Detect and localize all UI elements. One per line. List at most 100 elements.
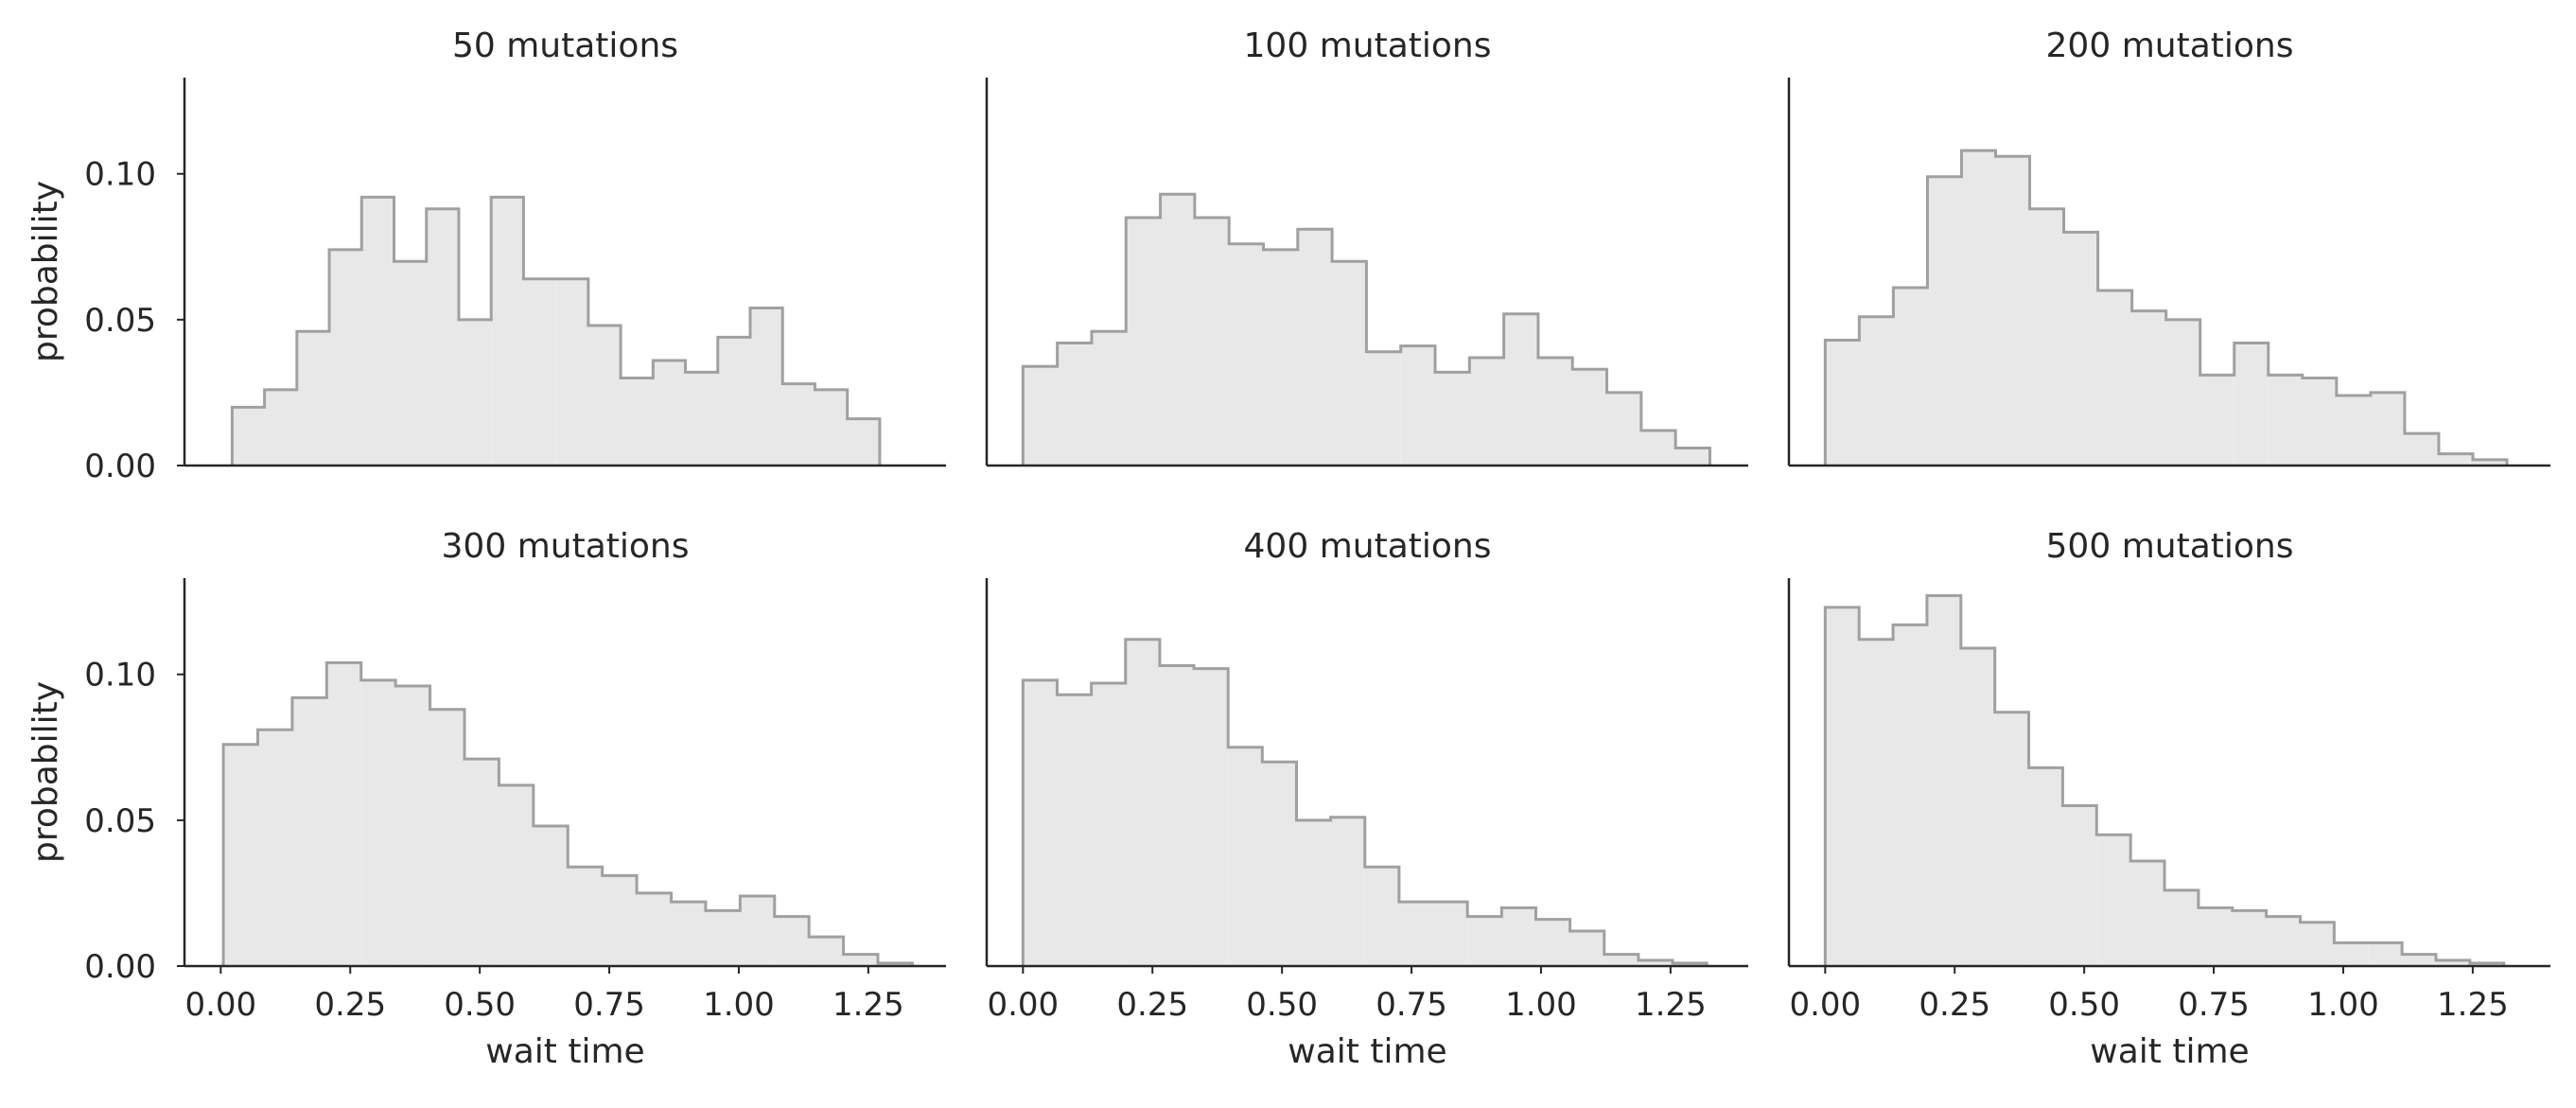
histogram-bar bbox=[2266, 916, 2301, 966]
histogram-bar bbox=[1332, 261, 1367, 466]
histogram-bar bbox=[1572, 369, 1607, 466]
histogram-bar bbox=[2028, 767, 2063, 966]
histogram-bar bbox=[653, 361, 686, 466]
y-tick-label: 0.05 bbox=[84, 802, 156, 840]
x-axis-label: wait time bbox=[485, 1032, 644, 1071]
histogram-bar bbox=[1126, 217, 1161, 466]
histogram-bar bbox=[499, 784, 534, 966]
histogram-bar bbox=[1228, 747, 1263, 966]
panel-5: 400 mutations 0.00 0.25 0.50 0.75 1.00 1.25 wai… bbox=[985, 527, 1748, 1071]
histogram-bar bbox=[2232, 910, 2267, 966]
panel-title: 500 mutations bbox=[2046, 527, 2294, 566]
x-tick-label: 0.25 bbox=[1116, 986, 1188, 1024]
histogram-bar bbox=[671, 902, 706, 966]
histogram-bar bbox=[1503, 313, 1538, 466]
y-tick-label: 0.00 bbox=[84, 948, 156, 986]
histogram-bar bbox=[1927, 176, 1962, 466]
histogram-bar bbox=[2402, 954, 2436, 966]
x-tick-label: 0.50 bbox=[2048, 986, 2120, 1024]
histogram-bar bbox=[2438, 453, 2473, 466]
x-tick-label: 1.25 bbox=[832, 986, 904, 1024]
histogram-bar bbox=[429, 709, 464, 966]
panel-1: 50 mutations 0.00 0.05 0.10 probability bbox=[26, 26, 946, 485]
x-tick-label: 0.00 bbox=[1789, 986, 1861, 1024]
histogram-bar bbox=[523, 278, 556, 466]
histogram-bar bbox=[1229, 243, 1264, 466]
y-axis-label: probability bbox=[26, 681, 65, 863]
histogram-bar bbox=[1263, 249, 1298, 466]
x-tick-label: 0.75 bbox=[1376, 986, 1447, 1024]
histogram-bar bbox=[1330, 817, 1365, 966]
histogram-bar bbox=[1501, 907, 1536, 966]
histogram-bar bbox=[1297, 229, 1333, 466]
y-tick-label: 0.10 bbox=[84, 657, 156, 695]
histogram-step-outline bbox=[230, 195, 882, 466]
histogram-bar bbox=[1640, 431, 1676, 466]
x-tick-label: 1.25 bbox=[2437, 986, 2509, 1024]
histogram-bar bbox=[1535, 919, 1570, 966]
histogram-bar bbox=[2336, 396, 2371, 466]
histogram-bar bbox=[637, 892, 672, 966]
histogram-bar bbox=[1893, 287, 1928, 466]
x-tick-label: 1.00 bbox=[703, 986, 775, 1024]
histogram-bar bbox=[2368, 942, 2403, 966]
histogram-bar bbox=[257, 730, 292, 966]
histogram-bar bbox=[815, 389, 848, 466]
histogram-bar bbox=[1262, 762, 1297, 966]
histogram-bar bbox=[326, 662, 361, 966]
histogram-bar bbox=[555, 278, 588, 466]
histogram-bar bbox=[2164, 889, 2199, 966]
histogram-bar bbox=[1825, 607, 1860, 966]
histogram-bar bbox=[1159, 665, 1195, 966]
histogram-step-outline bbox=[1021, 192, 1711, 466]
histogram-bar bbox=[843, 954, 878, 966]
panel-3: 200 mutations bbox=[1787, 26, 2550, 467]
histogram-bar bbox=[750, 308, 783, 466]
histogram-bar bbox=[1469, 357, 1504, 466]
histogram-bar bbox=[329, 249, 362, 466]
histogram-bar bbox=[1859, 316, 1894, 466]
histogram-bar bbox=[1091, 682, 1126, 966]
histogram-bar bbox=[2097, 290, 2132, 466]
histogram-bar bbox=[1859, 639, 1894, 966]
histogram-bar bbox=[1994, 712, 2029, 966]
histogram-bar bbox=[621, 378, 654, 466]
histogram-bar bbox=[1467, 916, 1502, 966]
y-tick-label: 0.10 bbox=[84, 156, 156, 194]
histogram-bar bbox=[232, 407, 265, 466]
panel-6: 500 mutations 0.00 0.25 0.50 0.75 1.00 1.25 wai… bbox=[1787, 527, 2550, 1071]
histogram-step-outline bbox=[221, 660, 914, 966]
histogram-bar bbox=[223, 744, 258, 966]
histogram-bar bbox=[1638, 959, 1674, 966]
x-tick-label: 1.00 bbox=[2307, 986, 2379, 1024]
histogram-bar bbox=[1995, 156, 2030, 466]
histogram-bar bbox=[2199, 375, 2234, 466]
histogram-bar bbox=[877, 962, 913, 966]
histogram-bar bbox=[2234, 343, 2269, 466]
x-axis-label: wait time bbox=[1288, 1032, 1446, 1071]
histogram-bar bbox=[2370, 392, 2405, 466]
histogram-bar bbox=[1400, 345, 1436, 466]
histogram-bar bbox=[1569, 931, 1604, 966]
histogram-bar bbox=[1398, 902, 1434, 966]
x-tick-label: 0.75 bbox=[573, 986, 645, 1024]
panel-2: 100 mutations bbox=[985, 26, 1748, 467]
histogram-bar bbox=[1125, 639, 1160, 966]
histogram-bar bbox=[1057, 695, 1092, 966]
histogram-bar bbox=[1606, 392, 1641, 466]
histogram-bar bbox=[809, 937, 844, 966]
histogram-step-outline bbox=[1021, 638, 1709, 966]
histogram-bar bbox=[264, 389, 297, 466]
x-tick-label: 0.25 bbox=[1919, 986, 1990, 1024]
histogram-bar bbox=[2062, 805, 2097, 966]
histogram-bar bbox=[1825, 340, 1860, 466]
y-axis-label: probability bbox=[26, 181, 65, 362]
histogram-bar bbox=[1433, 902, 1468, 966]
histogram-bar bbox=[291, 697, 327, 966]
histogram-bar bbox=[2063, 232, 2098, 466]
histogram-bar bbox=[2165, 319, 2200, 466]
x-tick-label: 0.00 bbox=[987, 986, 1059, 1024]
x-tick-label: 0.00 bbox=[184, 986, 256, 1024]
panel-4: 300 mutations 0.00 0.05 0.10 probability 0.00… bbox=[26, 527, 946, 1071]
